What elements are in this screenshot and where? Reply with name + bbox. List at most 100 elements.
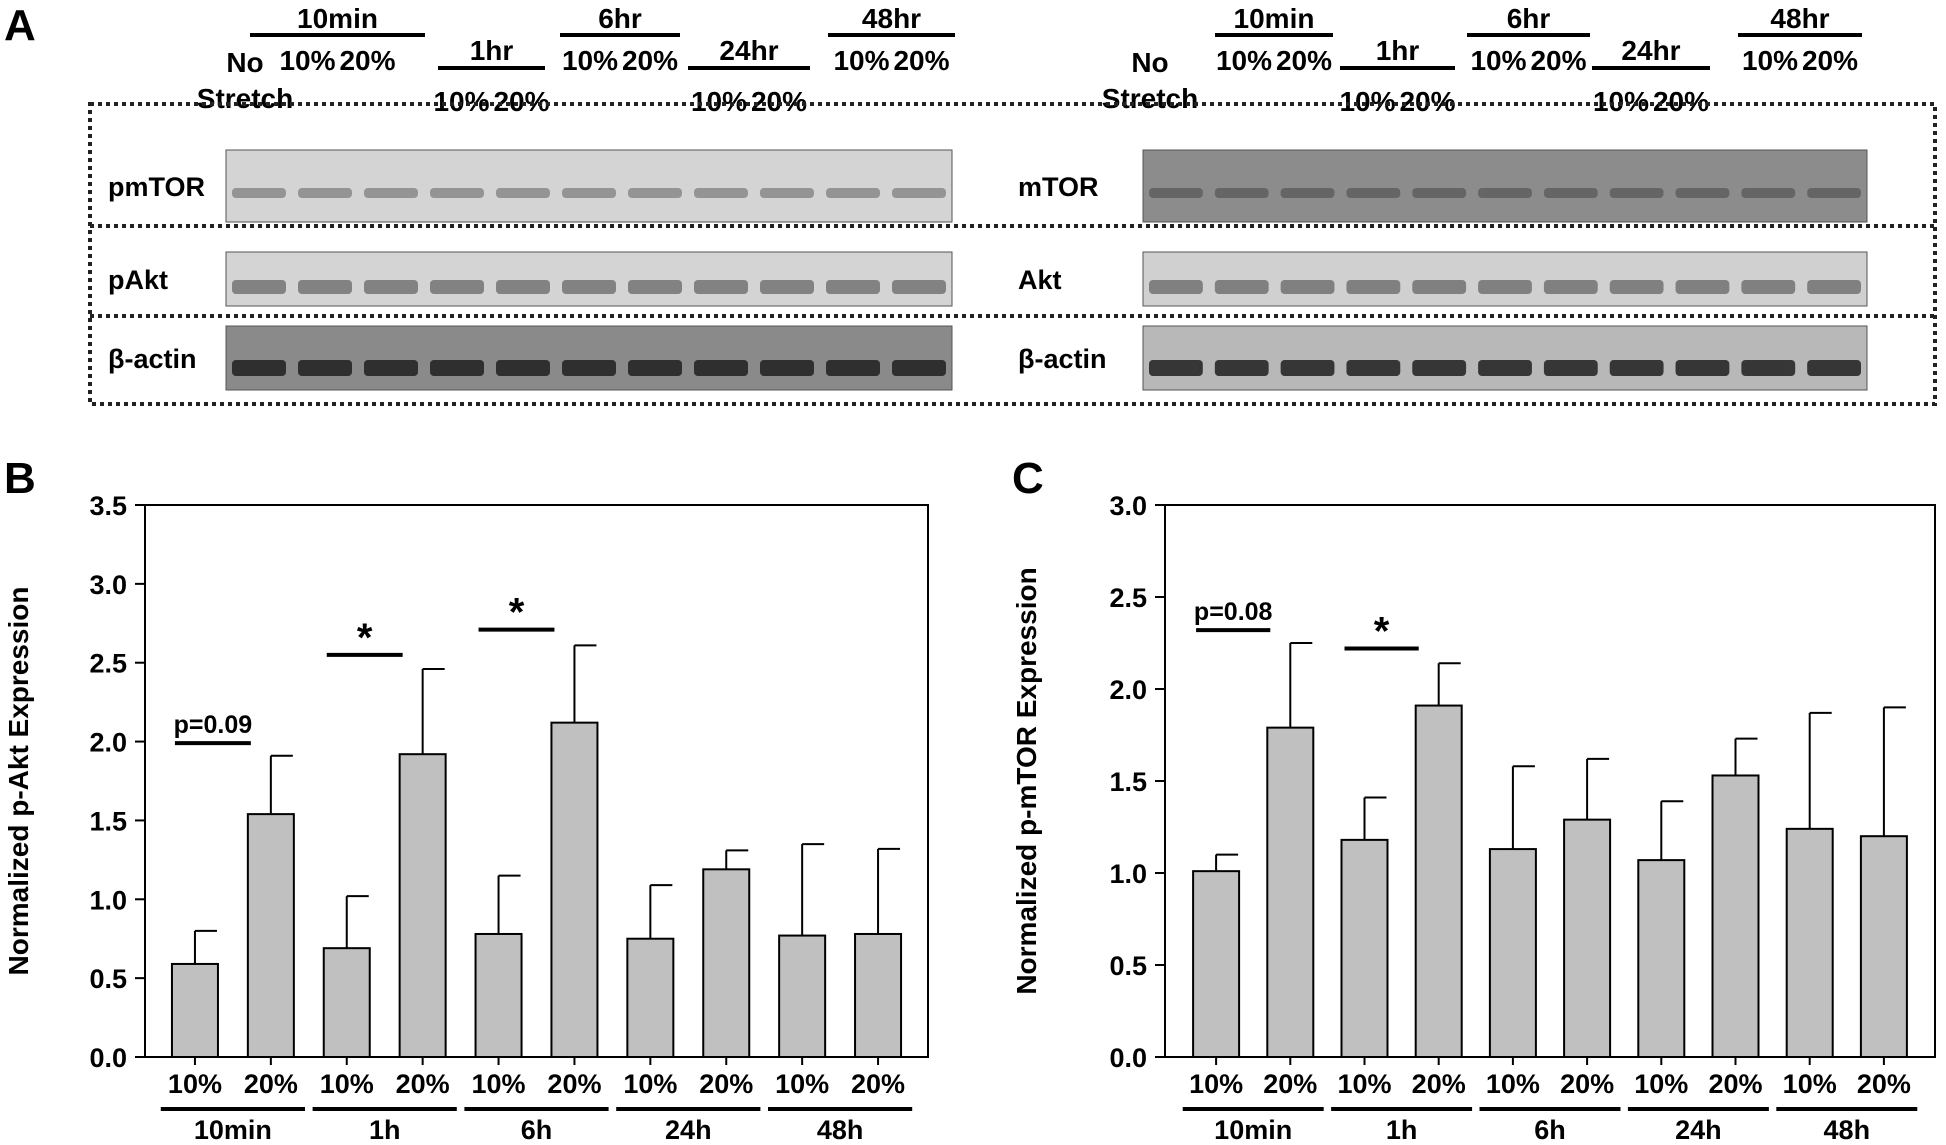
bar xyxy=(1785,827,1834,1059)
blot-strip xyxy=(225,149,953,223)
strain-label: 10% xyxy=(1593,86,1649,117)
blot-rows: pmTOR pAkt β-actin mTOR Akt β-actin xyxy=(108,149,1868,391)
group-label: 10min xyxy=(1214,1115,1292,1145)
blot-band xyxy=(496,188,550,198)
x-tick-label: 20% xyxy=(1263,1069,1317,1099)
time-label: 1hr xyxy=(1376,35,1420,66)
blot-band xyxy=(1412,188,1467,198)
bar xyxy=(1637,859,1686,1058)
blot-band xyxy=(1214,280,1269,294)
y-tick-label: 1.0 xyxy=(89,885,127,915)
blot-band xyxy=(1280,360,1335,376)
blot-strip xyxy=(225,251,953,307)
y-tick-label: 0.0 xyxy=(1109,1043,1147,1073)
time-label: 48hr xyxy=(862,3,921,34)
blot-label: pmTOR xyxy=(108,172,205,202)
strain-label: 10% xyxy=(1470,45,1526,76)
x-tick-label: 20% xyxy=(547,1069,601,1099)
time-label: 6hr xyxy=(1507,3,1551,34)
blot-label: pAkt xyxy=(108,265,168,295)
y-tick-label: 2.0 xyxy=(1109,675,1147,705)
blot-band xyxy=(694,280,748,294)
bar xyxy=(1414,704,1463,1058)
x-tick-label: 20% xyxy=(396,1069,450,1099)
bar xyxy=(778,934,827,1058)
blot-band xyxy=(232,188,286,198)
blot-band xyxy=(1675,360,1730,376)
blot-band xyxy=(562,280,616,294)
strain-label: 10% xyxy=(562,45,618,76)
bar xyxy=(1192,870,1241,1058)
bar xyxy=(246,813,295,1058)
blot-band xyxy=(1478,280,1532,294)
x-tick-label: 10% xyxy=(1337,1069,1391,1099)
time-label: 1hr xyxy=(470,35,514,66)
blot-label: mTOR xyxy=(1018,172,1099,202)
strain-label: 20% xyxy=(1399,86,1455,117)
blot-band xyxy=(1214,360,1269,376)
x-tick-label: 10% xyxy=(1634,1069,1688,1099)
blot-band xyxy=(760,280,814,294)
chart-b: B 0.0 0.5 1.0 1.5 2.0 2.5 3.0 3.5 Normalized p-A… xyxy=(3,454,929,1145)
blot-band xyxy=(562,188,616,198)
bar xyxy=(474,932,523,1058)
group-label: 10min xyxy=(194,1115,272,1145)
strain-label: 10% xyxy=(1216,45,1272,76)
blot-band xyxy=(892,188,946,198)
significance-star: * xyxy=(357,616,373,660)
x-tick-label: 20% xyxy=(699,1069,753,1099)
bar xyxy=(170,962,219,1058)
blot-band xyxy=(430,188,484,198)
strain-label: 20% xyxy=(1530,45,1586,76)
blot-band xyxy=(1675,188,1730,198)
blot-label: β-actin xyxy=(108,344,197,374)
no-stretch-label-line1: No xyxy=(226,47,263,78)
panel-c-letter: C xyxy=(1012,454,1044,503)
panel-a-letter: A xyxy=(4,1,36,50)
strain-label: 10% xyxy=(833,45,889,76)
y-tick-label: 2.0 xyxy=(89,728,127,758)
blot-label: Akt xyxy=(1018,265,1062,295)
strain-label: 10% xyxy=(279,45,335,76)
time-label: 24hr xyxy=(719,35,778,66)
blot-band xyxy=(1280,280,1335,294)
strain-label: 10% xyxy=(691,86,747,117)
blot-band xyxy=(826,188,880,198)
y-tick-label: 1.5 xyxy=(89,806,127,836)
y-tick-label: 3.0 xyxy=(89,570,127,600)
blot-band xyxy=(298,188,352,198)
blot-band xyxy=(892,280,946,294)
y-tick-label: 0.0 xyxy=(89,1043,127,1073)
blot-outer-frame xyxy=(88,102,1937,406)
x-tick-label: 20% xyxy=(1412,1069,1466,1099)
blot-band xyxy=(1346,188,1401,198)
group-label: 6h xyxy=(1534,1115,1566,1145)
bar xyxy=(1859,835,1908,1059)
strain-label: 10% xyxy=(1742,45,1798,76)
x-tick-label: 20% xyxy=(1560,1069,1614,1099)
panel-b-letter: B xyxy=(4,454,36,503)
y-tick-label: 1.0 xyxy=(1109,859,1147,889)
blot-band xyxy=(628,188,682,198)
p-value-label: p=0.08 xyxy=(1194,598,1273,626)
strain-label: 20% xyxy=(1802,45,1858,76)
strain-label: 20% xyxy=(493,86,549,117)
x-tick-label: 10% xyxy=(472,1069,526,1099)
p-value-label: p=0.09 xyxy=(174,711,253,739)
group-label: 48h xyxy=(1824,1115,1871,1145)
plot-area: 0.0 0.5 1.0 1.5 2.0 2.5 3.0 Normalized p-mTOR E… xyxy=(1011,491,1936,1145)
blot-band xyxy=(1741,360,1796,376)
chart-c: C 0.0 0.5 1.0 1.5 2.0 2.5 3.0 Normalized p-mTOR… xyxy=(1011,454,1936,1145)
blot-band xyxy=(1149,280,1203,294)
bar xyxy=(1711,774,1760,1058)
time-label: 6hr xyxy=(598,3,642,34)
strain-label: 20% xyxy=(1276,45,1332,76)
no-stretch-label-line2: Stretch xyxy=(197,83,293,114)
blot-band xyxy=(1346,360,1401,376)
y-tick-label: 3.0 xyxy=(1109,491,1147,521)
bar xyxy=(398,753,447,1059)
group-label: 1h xyxy=(369,1115,401,1145)
blot-band xyxy=(1807,280,1861,294)
bar xyxy=(1563,818,1612,1059)
